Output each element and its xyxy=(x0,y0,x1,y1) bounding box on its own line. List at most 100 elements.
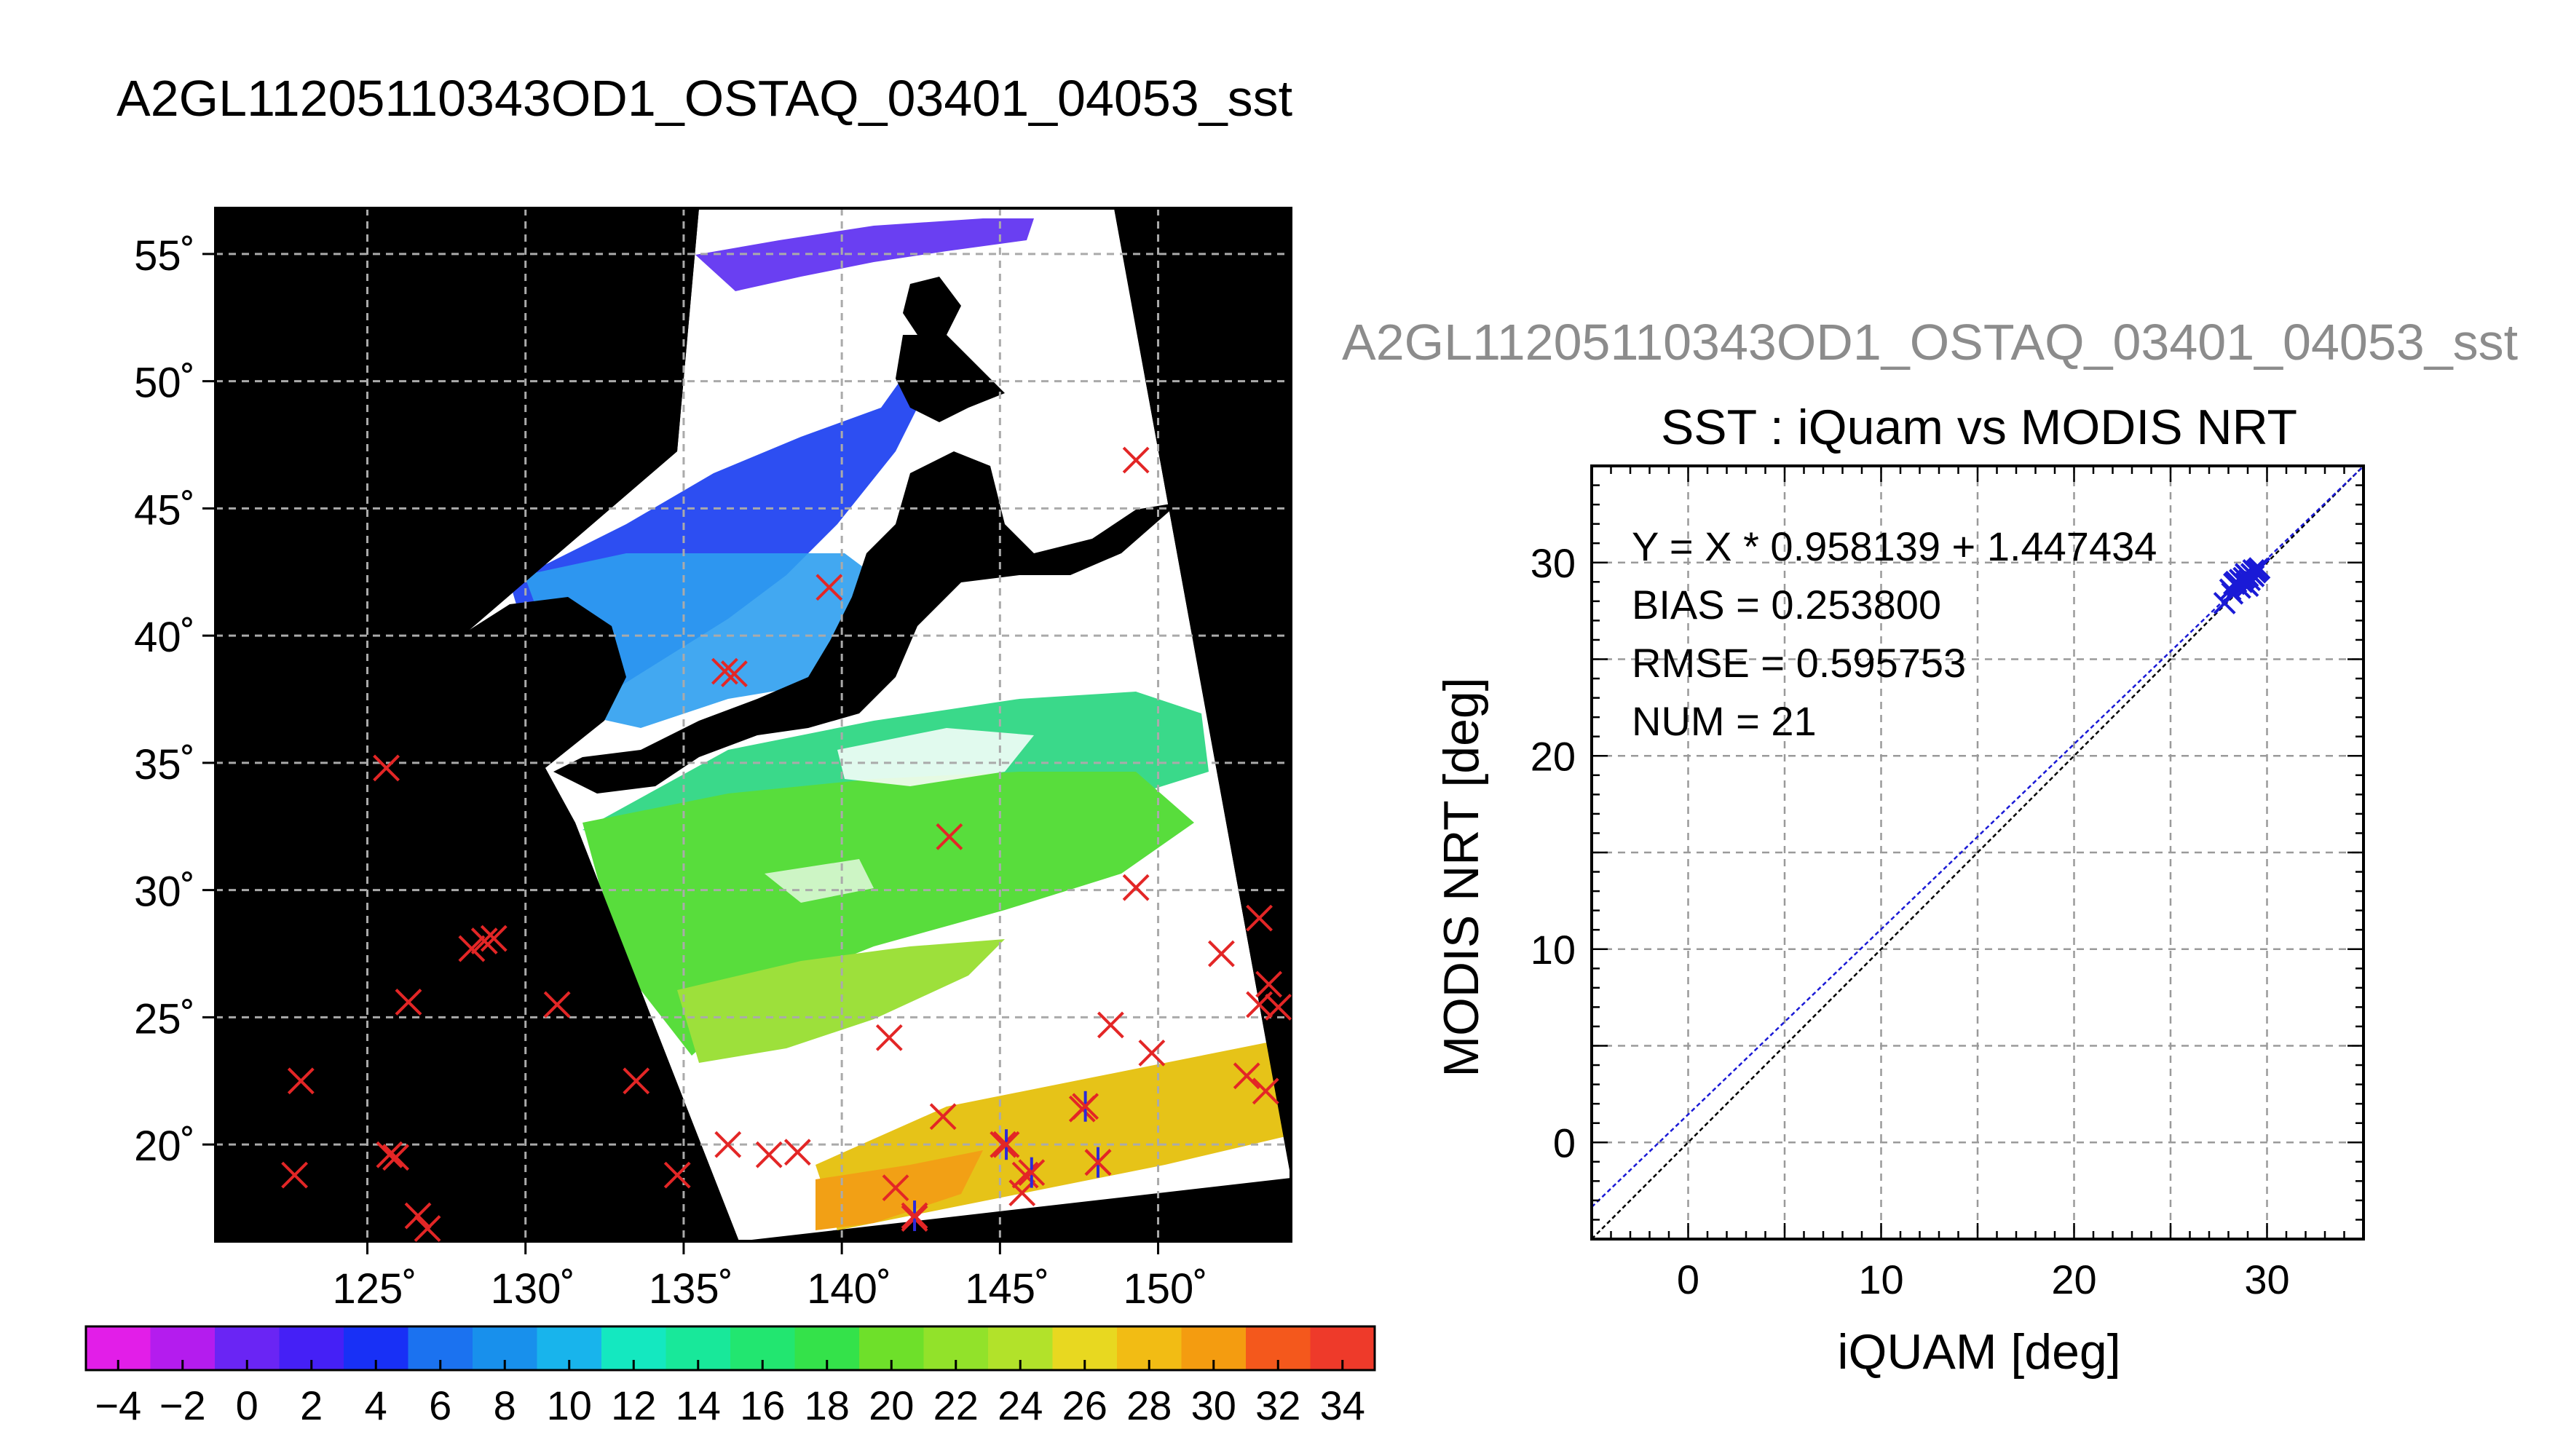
land-japan xyxy=(553,451,1180,794)
marker-stroke xyxy=(543,991,571,1018)
colorbar-frame xyxy=(84,1325,1376,1372)
marker-stroke xyxy=(816,574,843,601)
x-tick-label: 30 xyxy=(2244,1257,2289,1302)
x-axis-label: iQUAM [deg] xyxy=(1837,1324,2120,1380)
marker-stroke xyxy=(458,935,486,962)
marker-stroke xyxy=(1072,1093,1099,1120)
iquam-marker xyxy=(1208,940,1235,968)
marker-stroke xyxy=(936,823,963,850)
marker-stroke xyxy=(382,1144,410,1171)
iquam-marker xyxy=(714,1131,742,1158)
marker-stroke xyxy=(755,1141,783,1168)
figure-title: A2GL11205110343OD1_OSTAQ_03401_04053_sst xyxy=(117,70,1293,127)
iquam-marker xyxy=(623,1067,650,1095)
colorbar-tick-label: 10 xyxy=(547,1382,592,1428)
iquam-marker xyxy=(1252,1077,1279,1105)
iquam-marker xyxy=(882,1174,909,1202)
iquam-marker xyxy=(281,1161,309,1189)
iquam-marker xyxy=(875,1024,903,1051)
marker-stroke xyxy=(990,1131,1017,1158)
iquam-marker xyxy=(395,989,422,1016)
iquam-marker xyxy=(480,925,508,952)
marker-stroke xyxy=(1138,1039,1166,1067)
colorbar-tick-label: 8 xyxy=(494,1382,516,1428)
colorbar-tick-label: 26 xyxy=(1062,1382,1107,1428)
y-tick-label: 20 xyxy=(1531,733,1576,779)
colorbar-tick-label: 34 xyxy=(1320,1382,1365,1428)
y-tick-label: 10 xyxy=(1531,927,1576,973)
y-tick-label: 0 xyxy=(1553,1120,1576,1166)
iquam-marker xyxy=(287,1067,315,1095)
scatter-point xyxy=(2248,557,2271,580)
marker-stroke xyxy=(281,1161,309,1189)
iquam-marker xyxy=(376,1141,403,1168)
iquam-marker xyxy=(1122,874,1150,901)
scatter-title: SST : iQuam vs MODIS NRT xyxy=(1661,400,2297,455)
land-hokkaido xyxy=(896,335,1005,422)
iquam-marker xyxy=(414,1215,441,1242)
colorbar-tick-label: 20 xyxy=(869,1382,914,1428)
iquam-marker xyxy=(373,754,400,782)
iquam-marker xyxy=(816,574,843,601)
scatter-point xyxy=(2236,574,2259,598)
marker-stroke xyxy=(992,1131,1020,1158)
marker-stroke xyxy=(1233,1062,1260,1090)
x-tick-label: 0 xyxy=(1677,1257,1699,1302)
marker-stroke xyxy=(414,1215,441,1242)
colorbar-tick-label: −2 xyxy=(159,1382,206,1428)
iquam-marker xyxy=(382,1144,410,1171)
lat-tick-label: 30˚ xyxy=(134,869,195,916)
matchup-marker xyxy=(992,1129,1020,1160)
lat-tick-label: 50˚ xyxy=(134,360,195,407)
lat-tick-label: 40˚ xyxy=(134,614,195,661)
iquam-marker xyxy=(755,1141,783,1168)
marker-stroke xyxy=(663,1161,691,1189)
lat-tick-label: 25˚ xyxy=(134,995,195,1042)
colorbar-tick-label: 14 xyxy=(676,1382,721,1428)
iquam-marker xyxy=(929,1103,957,1131)
colorbar-tick-label: 4 xyxy=(365,1382,387,1428)
marker-stroke xyxy=(395,989,422,1016)
iquam-marker xyxy=(470,927,498,954)
colorbar-tick-label: 16 xyxy=(740,1382,785,1428)
colorbar-tick-label: 18 xyxy=(805,1382,850,1428)
iquam-marker xyxy=(543,991,571,1018)
colorbar-tick-label: 6 xyxy=(429,1382,451,1428)
marker-stroke xyxy=(711,657,738,685)
colorbar-tick-label: 22 xyxy=(933,1382,979,1428)
lon-tick-label: 140˚ xyxy=(807,1265,891,1313)
lat-tick-label: 45˚ xyxy=(134,486,195,534)
marker-stroke xyxy=(1018,1159,1046,1187)
lon-tick-label: 145˚ xyxy=(965,1265,1049,1313)
y-axis-label: MODIS NRT [deg] xyxy=(1434,677,1489,1077)
lon-tick-label: 150˚ xyxy=(1124,1265,1208,1313)
marker-stroke xyxy=(901,1202,928,1230)
marker-stroke xyxy=(929,1103,957,1131)
land-sakhalin xyxy=(903,277,961,335)
marker-stroke xyxy=(480,925,508,952)
iquam-marker xyxy=(711,657,738,685)
stats-line: BIAS = 0.253800 xyxy=(1632,582,1941,628)
marker-stroke xyxy=(1246,904,1273,932)
colorbar-tick-label: 28 xyxy=(1126,1382,1172,1428)
marker-stroke xyxy=(373,754,400,782)
matchup-marker xyxy=(1018,1157,1046,1188)
matchup-marker xyxy=(1084,1147,1112,1178)
marker-stroke xyxy=(1122,446,1150,474)
colorbar-tick-label: 30 xyxy=(1191,1382,1236,1428)
lat-tick-label: 20˚ xyxy=(134,1123,195,1170)
iquam-marker xyxy=(663,1161,691,1189)
matchup-marker xyxy=(1072,1091,1099,1122)
iquam-marker xyxy=(404,1202,432,1230)
iquam-marker xyxy=(1233,1062,1260,1090)
lon-tick-label: 125˚ xyxy=(332,1265,416,1313)
point-stroke xyxy=(2228,576,2251,599)
scatter-point xyxy=(2228,576,2251,599)
iquam-marker xyxy=(1138,1039,1166,1067)
iquam-marker xyxy=(1255,970,1283,998)
iquam-marker xyxy=(1265,994,1292,1021)
lat-tick-label: 55˚ xyxy=(134,232,195,280)
